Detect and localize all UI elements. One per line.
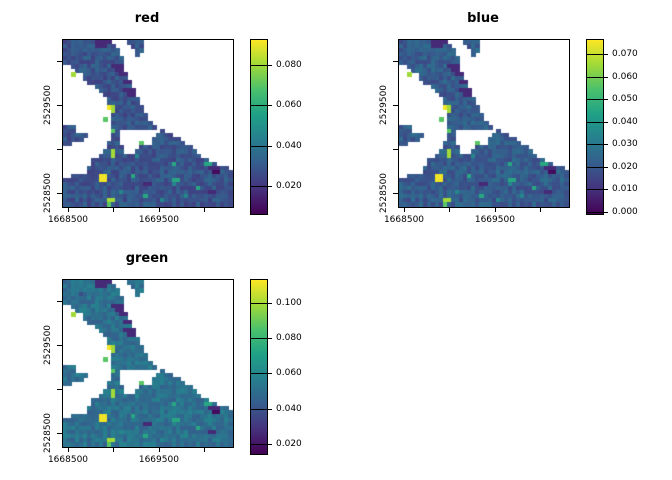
- colorbar-tick: [587, 189, 608, 191]
- x-axis-tick: [158, 207, 160, 212]
- colorbar-tick: [251, 373, 272, 375]
- colorbar-tick-label: 0.060: [276, 100, 302, 111]
- colorbar-tick: [587, 121, 608, 123]
- colorbar-tick: [587, 166, 608, 168]
- x-axis-tick: [404, 207, 405, 212]
- colorbar-blue: 0.000 0.010 0.020 0.030 0.040 0.050 0.060 0.070: [586, 39, 638, 217]
- y-axis-tick: [57, 61, 62, 63]
- colorbar-tick-label: 0.040: [276, 140, 302, 151]
- x-axis-tick: [113, 447, 115, 452]
- raster-map-canvas-green: [63, 280, 233, 447]
- colorbar-tick: [251, 338, 272, 340]
- colorbar-tick-label: 0.040: [276, 403, 302, 414]
- x-axis-tick: [68, 447, 69, 452]
- x-axis-tick: [204, 447, 206, 452]
- y-axis-tick-label-text: 2529500: [379, 84, 389, 126]
- colorbar-tick: [251, 105, 272, 107]
- y-axis-tick-label-text: 2529500: [43, 324, 53, 366]
- x-axis-tick-label: 1668500: [47, 455, 89, 465]
- y-axis-tick: [393, 149, 398, 151]
- colorbar-tick-label: 0.060: [612, 71, 638, 82]
- panel-blue: blue 1668500 1669500 2529500 2528500 0.000 0…: [336, 0, 672, 240]
- colorbar-tick-label: 0.100: [276, 297, 302, 308]
- y-axis-tick: [393, 61, 398, 63]
- colorbar-tick-label: 0.020: [276, 180, 302, 191]
- y-axis-tick: [57, 105, 62, 107]
- colorbar-tick-label: 0.010: [612, 184, 638, 195]
- panel-title-blue: blue: [467, 11, 499, 26]
- colorbar-tick-label: 0.080: [276, 333, 302, 344]
- colorbar-tick: [251, 65, 272, 67]
- colorbar-green: 0.020 0.040 0.060 0.080 0.100: [250, 279, 302, 455]
- y-axis-tick-label-text: 2528500: [379, 172, 389, 214]
- colorbar-tick-label: 0.020: [612, 161, 638, 172]
- colorbar-tick: [251, 443, 272, 445]
- y-axis-tick: [57, 389, 62, 391]
- map-red: 1668500 1669500 2529500 2528500: [43, 39, 234, 225]
- map-blue: 1668500 1669500 2529500 2528500: [379, 39, 570, 225]
- y-axis-tick-label-text: 2529500: [43, 84, 53, 126]
- panel-green: green 1668500 1669500 2529500 2528500 0.020…: [0, 240, 336, 480]
- colorbar-tick-label: 0.080: [276, 60, 302, 71]
- y-axis-tick: [57, 301, 62, 303]
- y-axis-tick: [393, 105, 398, 107]
- y-axis-tick-label-text: 2528500: [43, 172, 53, 214]
- x-axis-tick: [68, 207, 69, 212]
- colorbar-gradient-red: [251, 40, 267, 214]
- x-axis-tick-label: 1669500: [138, 455, 179, 465]
- x-axis-tick: [540, 207, 542, 212]
- colorbar-tick: [587, 53, 608, 55]
- colorbar-tick: [251, 302, 272, 304]
- colorbar-tick-label: 0.060: [276, 368, 302, 379]
- panel-title-red: red: [134, 11, 160, 26]
- colorbar-tick: [587, 76, 608, 78]
- map-green: 1668500 1669500 2529500 2528500: [43, 279, 234, 465]
- x-axis-tick-label: 1669500: [138, 215, 179, 225]
- colorbar-gradient-green: [251, 280, 267, 454]
- x-axis-tick: [494, 207, 496, 212]
- panel-red: red 1668500 1669500 2529500 2528500 0.020 0.…: [0, 0, 336, 240]
- x-axis-tick: [449, 207, 451, 212]
- colorbar-tick-label: 0.020: [276, 438, 302, 449]
- x-axis-tick: [158, 447, 160, 452]
- colorbar-gradient-blue: [587, 40, 603, 214]
- colorbar-tick: [251, 408, 272, 410]
- y-axis-tick: [393, 193, 398, 194]
- colorbar-tick-label: 0.040: [612, 116, 638, 127]
- colorbar-red: 0.020 0.040 0.060 0.080: [250, 39, 302, 215]
- colorbar-tick-label: 0.050: [612, 94, 638, 105]
- colorbar-tick-label: 0.030: [612, 139, 638, 150]
- x-axis-tick-label: 1668500: [383, 215, 425, 225]
- y-axis-tick: [57, 149, 62, 151]
- x-axis-tick-label: 1668500: [47, 215, 89, 225]
- x-axis-tick: [113, 207, 115, 212]
- colorbar-tick: [251, 185, 272, 187]
- y-axis-tick: [57, 345, 62, 347]
- raster-map-canvas-red: [63, 40, 233, 207]
- panel-title-green: green: [125, 251, 169, 266]
- colorbar-tick-label: 0.000: [612, 206, 638, 217]
- x-axis-tick-label: 1669500: [474, 215, 515, 225]
- y-axis-tick: [57, 193, 62, 194]
- colorbar-tick: [587, 99, 608, 101]
- colorbar-tick-label: 0.070: [612, 48, 638, 59]
- colorbar-tick: [587, 211, 608, 213]
- y-axis-tick: [57, 433, 62, 434]
- colorbar-tick: [587, 144, 608, 146]
- colorbar-tick: [251, 145, 272, 147]
- raster-map-canvas-blue: [399, 40, 569, 207]
- x-axis-tick: [204, 207, 206, 212]
- y-axis-tick-label-text: 2528500: [43, 412, 53, 454]
